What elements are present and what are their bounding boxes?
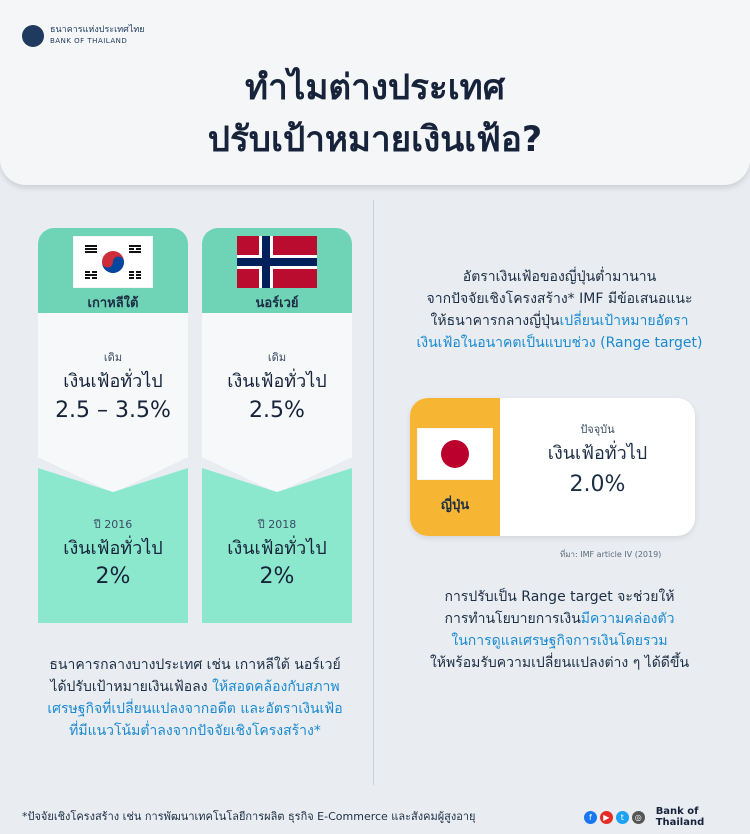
south-korea-flag-icon — [73, 236, 153, 288]
korea-old-label: เดิม — [103, 351, 123, 364]
norway-new-label: ปี 2018 — [257, 518, 297, 531]
logo-thai-name: ธนาคารแห่งประเทศไทย — [50, 25, 145, 35]
korea-arrow-point — [38, 457, 188, 493]
korea-card-bottom: ปี 2016 เงินเฟ้อทั่วไป 2% — [38, 468, 188, 623]
facebook-icon[interactable]: f — [584, 810, 597, 824]
footer-brand: Bank of Thailand — [655, 806, 705, 828]
korea-new-value: 2% — [95, 564, 131, 589]
logo-english-name: BANK OF THAILAND — [50, 37, 128, 45]
right-para2-line-1: การปรับเป็น Range target จะช่วยให้ — [444, 589, 675, 605]
left-para-line-3-highlight: เศรษฐกิจที่เปลี่ยนแปลงจากอดีต และอัตราเง… — [47, 701, 343, 717]
left-paragraph: ธนาคารกลางบางประเทศ เช่น เกาหลีใต้ นอร์เ… — [30, 654, 360, 742]
header: ธนาคารแห่งประเทศไทย BANK OF THAILAND ทำไ… — [0, 0, 750, 185]
norway-card-top: นอร์เวย์ เดิม เงินเฟ้อทั่วไป 2.5% — [202, 228, 352, 458]
right-para2-line-3-highlight: ในการดูแลเศรษฐกิจการเงินโดยรวม — [451, 633, 668, 649]
left-para-line-1: ธนาคารกลางบางประเทศ เช่น เกาหลีใต้ นอร์เ… — [49, 657, 341, 673]
twitter-icon[interactable]: t — [615, 810, 629, 824]
japan-tab: ญี่ปุ่น — [410, 398, 500, 536]
right-para-line-3: ให้ธนาคารกลางญี่ปุ่น — [430, 313, 560, 329]
japan-title: เงินเฟ้อทั่วไป — [547, 443, 648, 464]
line-icon[interactable]: ◎ — [631, 810, 645, 824]
title-line-1: ทำไมต่างประเทศ — [245, 68, 505, 108]
japan-card: ญี่ปุ่น ปัจจุบัน เงินเฟ้อทั่วไป 2.0% — [410, 398, 695, 536]
norway-country-label: นอร์เวย์ — [255, 296, 299, 311]
bot-emblem-icon — [22, 25, 44, 47]
youtube-icon[interactable]: ▶ — [599, 810, 613, 824]
right-para-line-3-highlight: เปลี่ยนเป้าหมายอัตรา — [559, 313, 689, 329]
right-para-line-4-highlight: เงินเฟ้อในอนาคตเป็นแบบช่วง (Range target… — [416, 335, 703, 351]
logo: ธนาคารแห่งประเทศไทย BANK OF THAILAND — [22, 25, 145, 47]
right-paragraph-2: การปรับเป็น Range target จะช่วยให้ การทำ… — [382, 586, 737, 674]
right-para-line-1: อัตราเงินเฟ้อของญี่ปุ่นต่ำมานาน — [462, 269, 657, 285]
norway-arrow-point — [202, 457, 352, 493]
japan-label: ปัจจุบัน — [580, 423, 615, 436]
left-para-line-2: ได้ปรับเป้าหมายเงินเฟ้อลง — [50, 679, 213, 695]
japan-flag-icon — [417, 428, 493, 480]
footnote: *ปัจจัยเชิงโครงสร้าง เช่น การพัฒนาเทคโนโ… — [22, 810, 476, 823]
korea-new-label: ปี 2016 — [93, 518, 133, 531]
norway-new-title: เงินเฟ้อทั่วไป — [227, 538, 327, 559]
social-links: f ▶ t ◎ Bank of Thailand — [584, 806, 750, 828]
korea-country-label: เกาหลีใต้ — [87, 296, 139, 311]
title-line-2: ปรับเป้าหมายเงินเฟ้อ? — [207, 120, 543, 160]
source-note: ที่มา: IMF article IV (2019) — [560, 550, 662, 559]
korea-new-title: เงินเฟ้อทั่วไป — [63, 538, 163, 559]
left-para-line-2-highlight: ให้สอดคล้องกับสภาพ — [212, 679, 340, 695]
norway-old-label: เดิม — [267, 351, 287, 364]
right-para2-line-4: ให้พร้อมรับความเปลี่ยนแปลงต่าง ๆ ได้ดีขึ… — [429, 655, 690, 671]
center-divider — [373, 200, 374, 785]
right-paragraph: อัตราเงินเฟ้อของญี่ปุ่นต่ำมานาน จากปัจจั… — [382, 266, 737, 354]
left-para-line-4-highlight: ที่มีแนวโน้มต่ำลงจากปัจจัยเชิงโครงสร้าง* — [69, 723, 321, 739]
korea-card-top: เกาหลีใต้ เดิม เงินเฟ้อทั่วไป 2.5 – 3.5% — [38, 228, 188, 458]
norway-old-value: 2.5% — [249, 398, 305, 423]
korea-old-title: เงินเฟ้อทั่วไป — [63, 371, 163, 392]
japan-country-label: ญี่ปุ่น — [440, 498, 470, 513]
right-para2-line-2-highlight: มีความคล่องตัว — [580, 611, 675, 627]
japan-value: 2.0% — [569, 472, 626, 497]
right-para-line-2: จากปัจจัยเชิงโครงสร้าง* IMF มีข้อเสนอแนะ — [426, 291, 693, 307]
norway-flag-icon — [237, 236, 317, 288]
norway-new-value: 2% — [259, 564, 295, 589]
right-para2-line-2: การทำนโยบายการเงิน — [444, 611, 581, 627]
korea-banner: เกาหลีใต้ — [38, 228, 188, 313]
norway-old-title: เงินเฟ้อทั่วไป — [227, 371, 327, 392]
norway-card-bottom: ปี 2018 เงินเฟ้อทั่วไป 2% — [202, 468, 352, 623]
korea-old-value: 2.5 – 3.5% — [55, 398, 171, 423]
norway-banner: นอร์เวย์ — [202, 228, 352, 313]
